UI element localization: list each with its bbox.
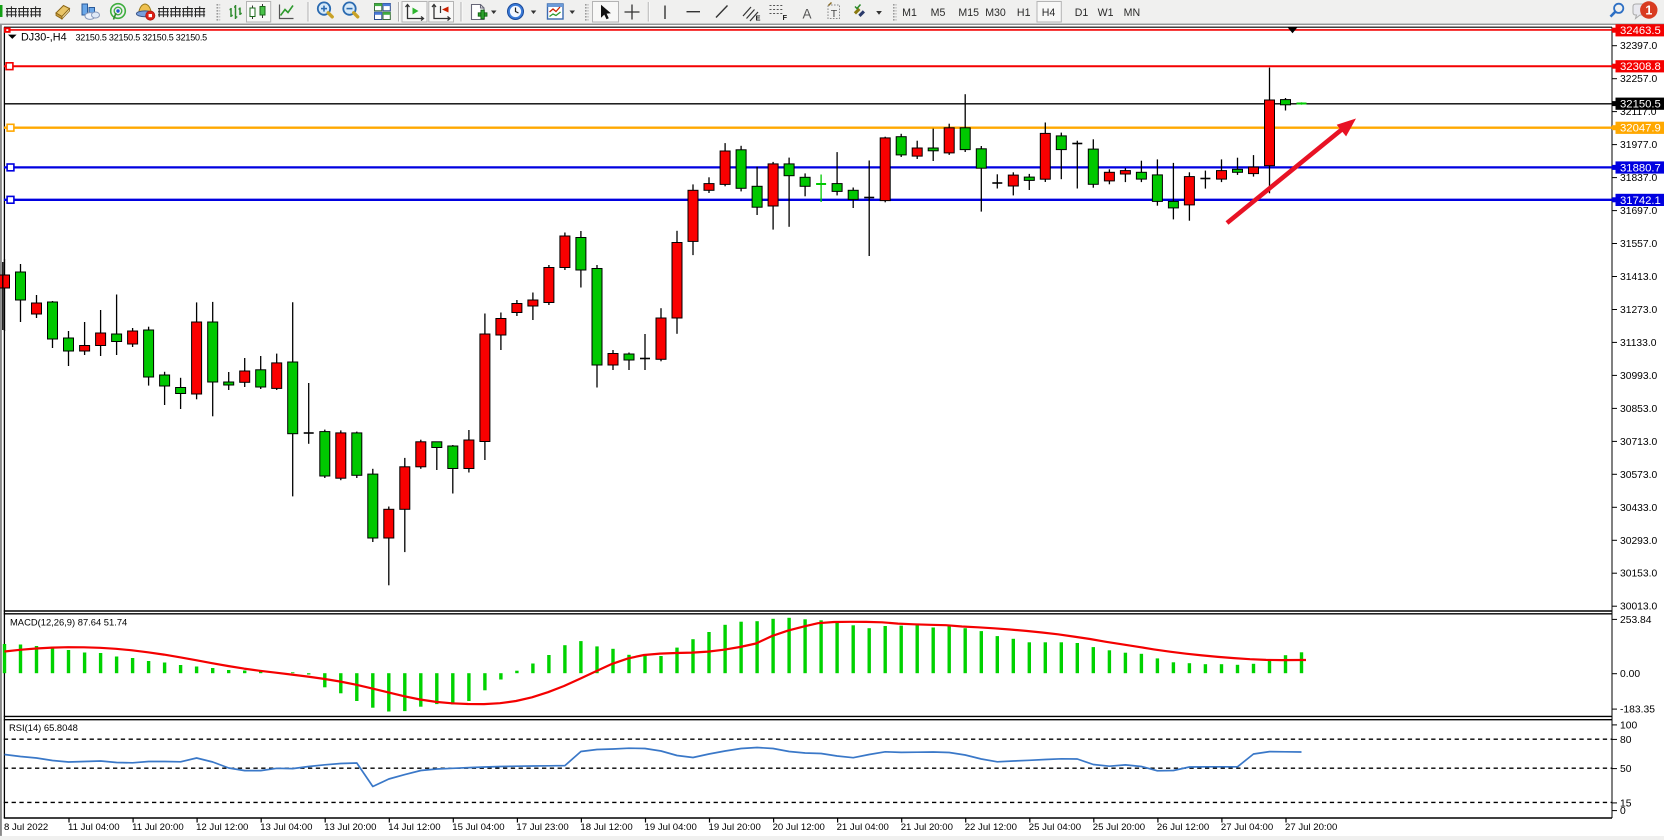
svg-text:25 Jul 20:00: 25 Jul 20:00 <box>1093 822 1145 833</box>
svg-text:31273.0: 31273.0 <box>1620 305 1657 316</box>
svg-text:20 Jul 12:00: 20 Jul 12:00 <box>773 822 825 833</box>
svg-text:1: 1 <box>1645 3 1652 17</box>
svg-text:13 Jul 04:00: 13 Jul 04:00 <box>260 822 312 833</box>
svg-text:15 Jul 04:00: 15 Jul 04:00 <box>452 822 504 833</box>
svg-text:32047.9: 32047.9 <box>1620 123 1661 135</box>
svg-text:32308.8: 32308.8 <box>1620 61 1661 73</box>
svg-text:80: 80 <box>1620 735 1632 746</box>
svg-text:31697.0: 31697.0 <box>1620 206 1657 217</box>
svg-text:21 Jul 20:00: 21 Jul 20:00 <box>901 822 953 833</box>
svg-text:27 Jul 20:00: 27 Jul 20:00 <box>1285 822 1337 833</box>
svg-text:18 Jul 12:00: 18 Jul 12:00 <box>580 822 632 833</box>
svg-text:MACD(12,26,9) 87.64 51.74: MACD(12,26,9) 87.64 51.74 <box>10 616 127 627</box>
svg-text:MN: MN <box>1124 7 1140 19</box>
svg-text:8 Jul 2022: 8 Jul 2022 <box>4 822 48 833</box>
svg-text:31413.0: 31413.0 <box>1620 272 1657 283</box>
svg-text:21 Jul 04:00: 21 Jul 04:00 <box>837 822 889 833</box>
svg-text:19 Jul 20:00: 19 Jul 20:00 <box>709 822 761 833</box>
svg-text:30713.0: 30713.0 <box>1620 437 1657 448</box>
svg-text:30293.0: 30293.0 <box>1620 536 1657 547</box>
svg-text:M30: M30 <box>985 7 1006 19</box>
svg-text:31742.1: 31742.1 <box>1620 195 1661 207</box>
svg-text:H4: H4 <box>1042 7 1056 19</box>
svg-text:15: 15 <box>1620 798 1632 809</box>
svg-text:T: T <box>831 8 838 20</box>
svg-text:F: F <box>783 13 788 22</box>
svg-text:A: A <box>803 7 812 22</box>
svg-text:253.84: 253.84 <box>1620 615 1652 626</box>
svg-text:30153.0: 30153.0 <box>1620 569 1657 580</box>
svg-text:31880.7: 31880.7 <box>1620 162 1661 174</box>
svg-text:30853.0: 30853.0 <box>1620 404 1657 415</box>
svg-text:13 Jul 20:00: 13 Jul 20:00 <box>324 822 376 833</box>
svg-text:22 Jul 12:00: 22 Jul 12:00 <box>965 822 1017 833</box>
svg-text:0.00: 0.00 <box>1620 669 1640 680</box>
svg-text:30573.0: 30573.0 <box>1620 470 1657 481</box>
svg-text:32150.5 32150.5 32150.5 32150.: 32150.5 32150.5 32150.5 32150.5 <box>76 32 208 42</box>
svg-text:27 Jul 04:00: 27 Jul 04:00 <box>1221 822 1273 833</box>
svg-text:DJ30-,H4: DJ30-,H4 <box>21 31 67 43</box>
svg-text:19 Jul 04:00: 19 Jul 04:00 <box>645 822 697 833</box>
svg-text:31837.0: 31837.0 <box>1620 173 1657 184</box>
svg-text:50: 50 <box>1620 764 1632 775</box>
svg-text:30993.0: 30993.0 <box>1620 371 1657 382</box>
svg-text:14 Jul 12:00: 14 Jul 12:00 <box>388 822 440 833</box>
svg-text:32397.0: 32397.0 <box>1620 41 1657 52</box>
svg-text:11 Jul 20:00: 11 Jul 20:00 <box>132 822 184 833</box>
svg-text:32463.5: 32463.5 <box>1620 25 1661 37</box>
svg-text:RSI(14) 65.8048: RSI(14) 65.8048 <box>9 722 78 733</box>
svg-text:H1: H1 <box>1017 7 1031 19</box>
svg-text:25 Jul 04:00: 25 Jul 04:00 <box>1029 822 1081 833</box>
svg-text:M15: M15 <box>958 7 979 19</box>
svg-text:W1: W1 <box>1098 7 1114 19</box>
svg-text:31557.0: 31557.0 <box>1620 239 1657 250</box>
svg-text:E: E <box>756 14 761 23</box>
svg-text:31977.0: 31977.0 <box>1620 140 1657 151</box>
svg-text:17 Jul 23:00: 17 Jul 23:00 <box>516 822 568 833</box>
svg-text:26 Jul 12:00: 26 Jul 12:00 <box>1157 822 1209 833</box>
svg-text:100: 100 <box>1620 720 1637 731</box>
svg-text:30013.0: 30013.0 <box>1620 602 1657 613</box>
svg-text:32257.0: 32257.0 <box>1620 74 1657 85</box>
svg-text:M5: M5 <box>931 7 946 19</box>
svg-text:30433.0: 30433.0 <box>1620 503 1657 514</box>
svg-text:-183.35: -183.35 <box>1620 705 1655 716</box>
svg-text:11 Jul 04:00: 11 Jul 04:00 <box>68 822 120 833</box>
svg-text:31133.0: 31133.0 <box>1620 338 1657 349</box>
svg-text:12 Jul 12:00: 12 Jul 12:00 <box>196 822 248 833</box>
svg-text:32117.0: 32117.0 <box>1620 107 1657 118</box>
svg-text:32150.5: 32150.5 <box>1620 99 1661 111</box>
svg-text:M1: M1 <box>902 7 917 19</box>
svg-text:D1: D1 <box>1075 7 1089 19</box>
svg-text:0: 0 <box>1620 806 1626 817</box>
